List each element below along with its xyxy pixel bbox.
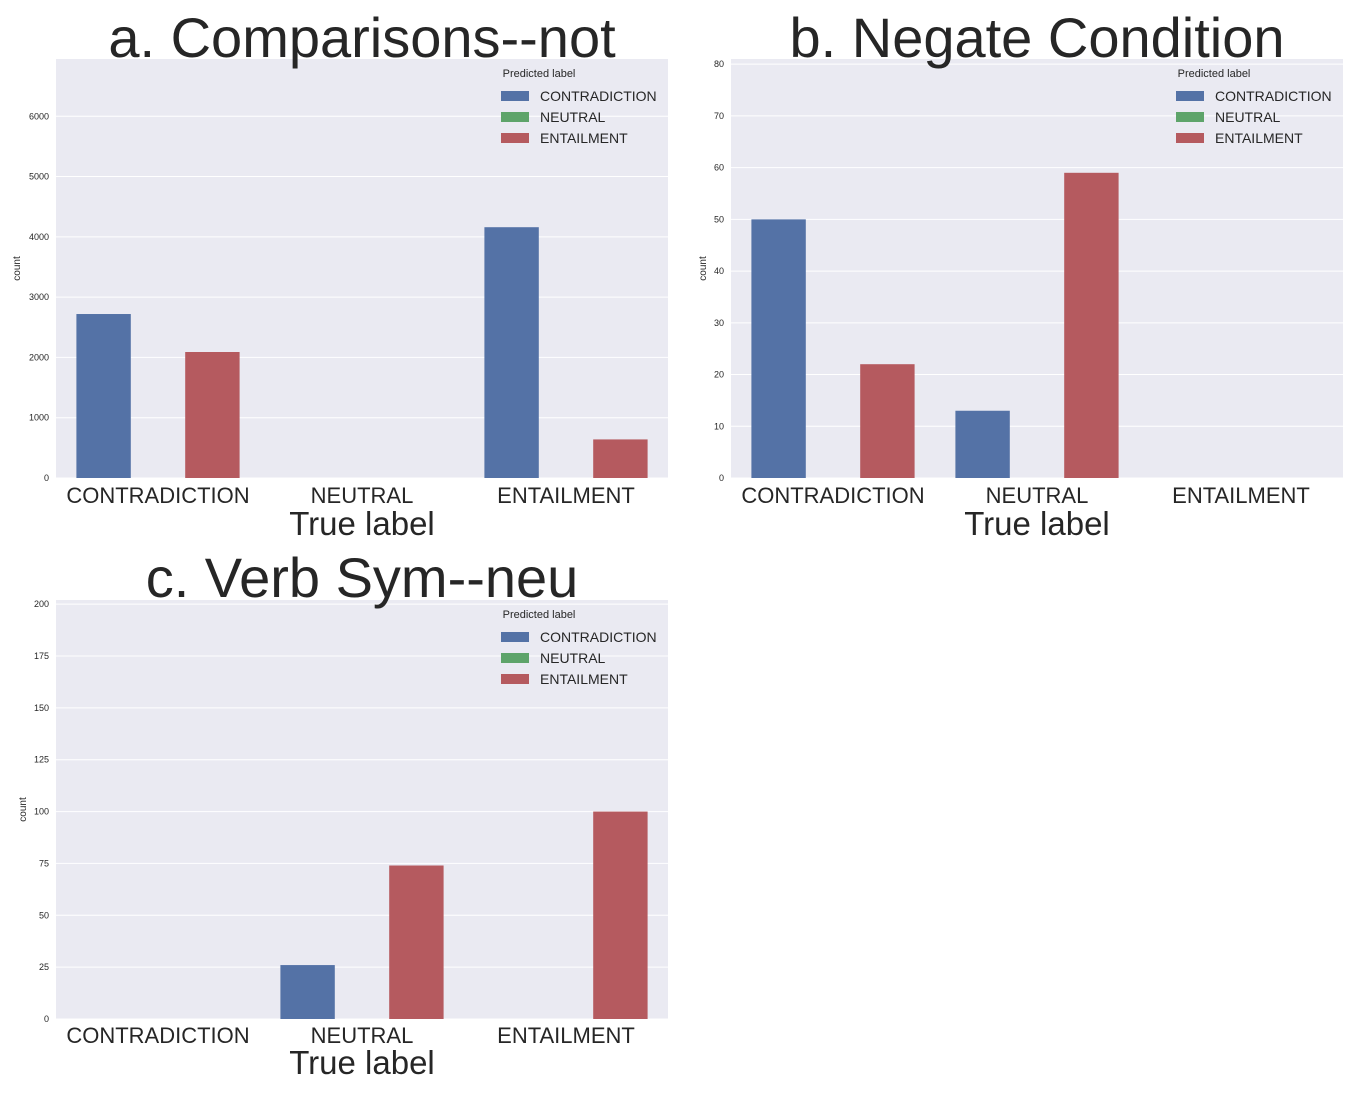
legend-swatch-contradiction xyxy=(501,632,529,642)
y-axis-label: count xyxy=(18,797,29,822)
chart-panel-3: 0 25 50 75 100 125 150 175 200 CONTRADICTION NEUTR… xyxy=(18,546,668,1081)
bar-entailment-neutral xyxy=(389,865,444,1019)
legend-swatch-contradiction xyxy=(1176,91,1204,101)
x-tick-label: ENTAILMENT xyxy=(1172,483,1310,508)
y-tick-label: 10 xyxy=(714,421,724,431)
x-tick-label: NEUTRAL xyxy=(311,1023,414,1048)
legend-swatch-neutral xyxy=(1176,112,1204,122)
x-tick-label: CONTRADICTION xyxy=(66,483,249,508)
legend-label: NEUTRAL xyxy=(540,650,606,666)
y-tick-label: 75 xyxy=(39,858,49,868)
y-tick-label: 40 xyxy=(714,266,724,276)
y-tick-label: 5000 xyxy=(29,172,49,182)
x-tick-label: NEUTRAL xyxy=(311,483,414,508)
bar-contradiction-contradiction xyxy=(76,314,131,478)
bar-contradiction-neutral xyxy=(280,965,335,1019)
x-axis-label: True label xyxy=(289,1044,435,1081)
y-tick-label: 0 xyxy=(44,1014,49,1024)
y-tick-label: 4000 xyxy=(29,232,49,242)
bar-entailment-entailment xyxy=(593,811,648,1019)
legend-swatch-entailment xyxy=(1176,133,1204,143)
y-tick-label: 2000 xyxy=(29,352,49,362)
legend-label: NEUTRAL xyxy=(540,109,606,125)
x-axis-label: True label xyxy=(289,505,435,542)
y-tick-label: 3000 xyxy=(29,292,49,302)
y-tick-label: 30 xyxy=(714,318,724,328)
y-tick-label: 25 xyxy=(39,962,49,972)
legend-swatch-entailment xyxy=(501,674,529,684)
y-tick-label: 0 xyxy=(44,473,49,483)
x-tick-label: CONTRADICTION xyxy=(741,483,924,508)
legend-label: NEUTRAL xyxy=(1215,109,1281,125)
legend-title: Predicted label xyxy=(503,68,576,80)
bar-entailment-entailment xyxy=(593,439,648,478)
plot-background xyxy=(731,59,1343,478)
y-tick-label: 200 xyxy=(34,599,49,609)
legend-label: CONTRADICTION xyxy=(1215,88,1332,104)
legend-swatch-neutral xyxy=(501,112,529,122)
bar-contradiction-entailment xyxy=(484,227,539,478)
chart-title: c. Verb Sym--neu xyxy=(146,546,579,609)
bar-entailment-contradiction xyxy=(185,351,240,478)
y-tick-label: 1000 xyxy=(29,413,49,423)
legend-label: CONTRADICTION xyxy=(540,88,657,104)
bar-contradiction-neutral xyxy=(955,410,1010,478)
y-tick-label: 20 xyxy=(714,370,724,380)
chart-title: a. Comparisons--not xyxy=(108,6,616,69)
y-tick-label: 0 xyxy=(719,473,724,483)
legend-label: ENTAILMENT xyxy=(540,130,628,146)
legend-label: ENTAILMENT xyxy=(1215,130,1303,146)
x-tick-label: CONTRADICTION xyxy=(66,1023,249,1048)
legend-swatch-contradiction xyxy=(501,91,529,101)
legend-swatch-entailment xyxy=(501,133,529,143)
chart-panel-1: 0 1000 2000 3000 4000 5000 6000 CONTRADICTION NE… xyxy=(12,6,668,542)
x-tick-label: ENTAILMENT xyxy=(497,483,635,508)
legend: Predicted label CONTRADICTION NEUTRAL ENTAI… xyxy=(501,68,657,146)
legend-title: Predicted label xyxy=(1178,68,1251,80)
plot-background xyxy=(56,59,668,478)
legend-label: ENTAILMENT xyxy=(540,671,628,687)
y-tick-label: 80 xyxy=(714,59,724,69)
y-tick-label: 70 xyxy=(714,111,724,121)
bar-entailment-contradiction xyxy=(860,364,915,478)
plot-background xyxy=(56,600,668,1019)
y-tick-label: 150 xyxy=(34,703,49,713)
y-axis-label: count xyxy=(12,256,23,281)
x-axis-label: True label xyxy=(964,505,1110,542)
bar-contradiction-contradiction xyxy=(751,219,806,478)
legend: Predicted label CONTRADICTION NEUTRAL ENTAI… xyxy=(501,609,657,687)
y-tick-label: 175 xyxy=(34,651,49,661)
y-axis-label: count xyxy=(698,256,709,281)
x-tick-label: NEUTRAL xyxy=(986,483,1089,508)
y-tick-label: 6000 xyxy=(29,111,49,121)
legend-swatch-neutral xyxy=(501,653,529,663)
legend-label: CONTRADICTION xyxy=(540,629,657,645)
x-tick-label: ENTAILMENT xyxy=(497,1023,635,1048)
y-tick-label: 125 xyxy=(34,755,49,765)
y-tick-label: 50 xyxy=(39,910,49,920)
chart-panel-2: 0 10 20 30 40 50 60 70 80 CONTRADICTION NEUTRAL ENT… xyxy=(698,6,1343,542)
y-tick-label: 60 xyxy=(714,163,724,173)
y-tick-label: 100 xyxy=(34,807,49,817)
legend-title: Predicted label xyxy=(503,609,576,621)
y-tick-label: 50 xyxy=(714,214,724,224)
bar-entailment-neutral xyxy=(1064,172,1119,478)
chart-title: b. Negate Condition xyxy=(789,6,1284,69)
legend: Predicted label CONTRADICTION NEUTRAL ENTAI… xyxy=(1176,68,1332,146)
